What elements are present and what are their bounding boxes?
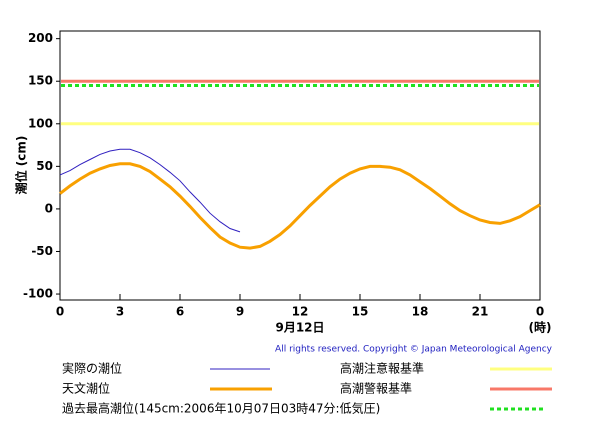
legend-label: 天文潮位 — [62, 381, 110, 396]
x-tick-label: 3 — [116, 305, 124, 319]
y-tick-label: 50 — [36, 159, 53, 173]
x-tick-label: 15 — [352, 305, 369, 319]
x-unit: (時) — [529, 320, 552, 335]
x-tick-label: 12 — [292, 305, 309, 319]
series-line — [59, 162, 541, 250]
x-tick-label: 18 — [412, 305, 429, 319]
legend-label: 実際の潮位 — [62, 361, 122, 376]
legend-label: 高潮警報基準 — [340, 381, 412, 396]
x-tick-label: 0 — [536, 305, 544, 319]
x-tick-label: 6 — [176, 305, 184, 319]
y-tick-label: 200 — [28, 31, 53, 45]
legend-label: 高潮注意報基準 — [340, 361, 424, 376]
y-tick-label: 0 — [45, 201, 53, 215]
x-tick-label: 0 — [56, 305, 64, 319]
y-tick-label: -50 — [31, 244, 53, 258]
series-line — [59, 148, 241, 233]
y-tick-label: 100 — [28, 116, 53, 130]
y-tick-label: -100 — [23, 287, 53, 301]
y-axis-label: 潮位 (cm) — [14, 136, 29, 195]
y-tick-label: 150 — [28, 74, 53, 88]
x-tick-label: 9 — [236, 305, 244, 319]
x-tick-label: 21 — [472, 305, 489, 319]
x-axis-label: 9月12日 — [275, 321, 324, 335]
credit: All rights reserved. Copyright © Japan M… — [275, 345, 553, 355]
legend-label: 過去最高潮位(145cm:2006年10月07日03時47分:低気圧) — [62, 401, 380, 416]
